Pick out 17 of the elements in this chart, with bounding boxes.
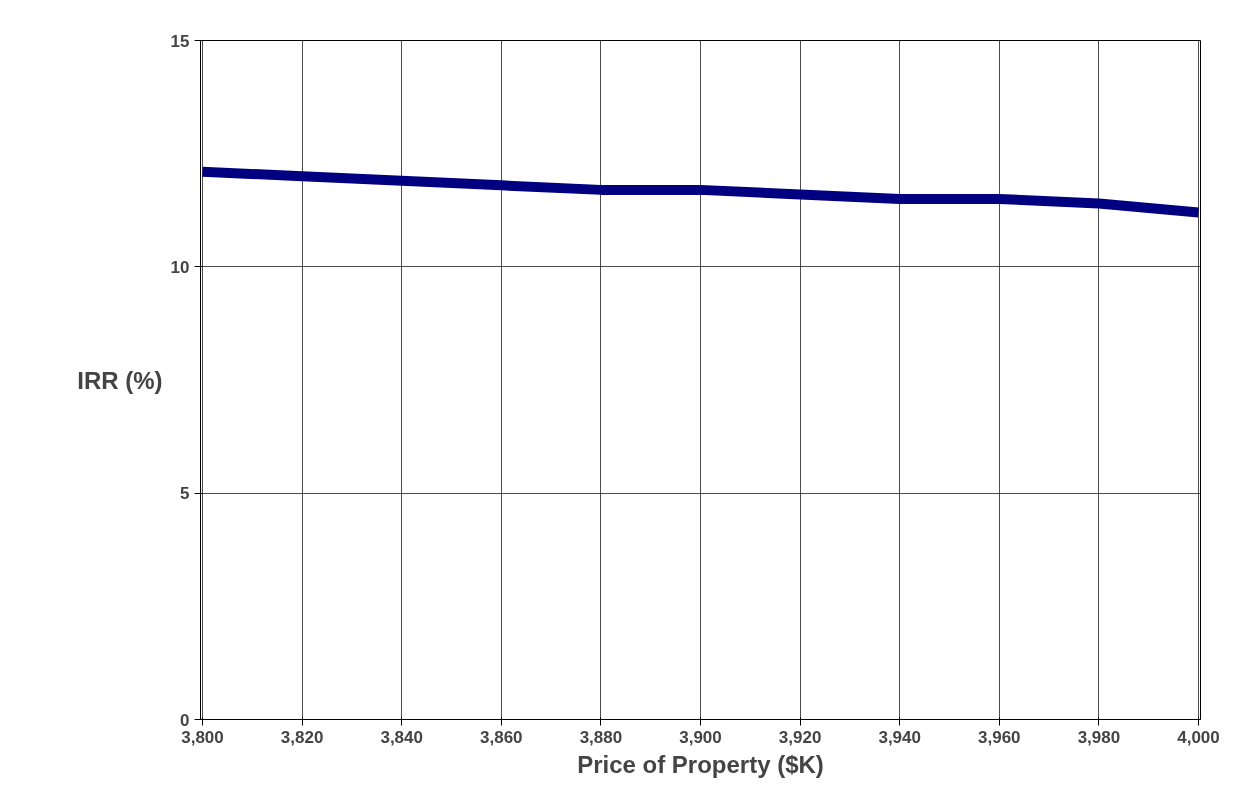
- x-tick-label: 3,900: [679, 727, 722, 747]
- x-tick-label: 3,860: [480, 727, 523, 747]
- x-axis-title: Price of Property ($K): [577, 750, 824, 778]
- x-tick-label: 3,920: [778, 727, 822, 747]
- x-tick-label: 3,980: [1077, 727, 1121, 747]
- x-tick-label: 3,960: [978, 727, 1021, 747]
- y-tick-label: 0: [180, 710, 190, 730]
- y-tick-label: 15: [170, 31, 190, 51]
- x-tick-label: 4,000: [1177, 727, 1220, 747]
- x-tick-label: 3,840: [380, 727, 423, 747]
- y-axis-title: IRR (%): [77, 366, 163, 394]
- y-tick-label: 10: [170, 257, 190, 277]
- x-tick-label: 3,820: [280, 727, 324, 747]
- x-tick-label: 3,940: [878, 727, 921, 747]
- x-tick-label: 3,880: [579, 727, 623, 747]
- x-tick-label: 3,800: [181, 727, 224, 747]
- y-tick-label: 5: [180, 484, 190, 504]
